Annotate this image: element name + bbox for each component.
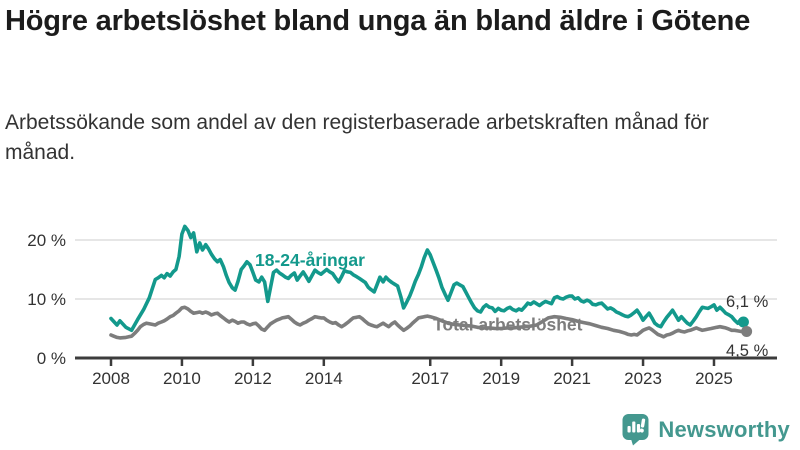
y-tick-label: 0 % [37,349,66,368]
x-tick-label: 2025 [695,369,733,388]
logo-text: Newsworthy [658,416,790,442]
series-label-total: Total arbetslöshet [433,315,583,335]
end-value-label-total: 4,5 % [726,342,769,360]
x-tick-label: 2017 [411,369,449,388]
x-tick-label: 2014 [305,369,343,388]
x-tick-label: 2021 [553,369,591,388]
end-value-label-youth: 6,1 % [726,293,769,311]
page-subtitle: Arbetssökande som andel av den registerb… [5,111,709,164]
x-tick-label: 2008 [92,369,130,388]
y-tick-label: 20 % [27,231,66,250]
y-tick-label: 10 % [27,290,66,309]
series-label-youth: 18-24-åringar [255,250,365,270]
series-line-total [109,305,749,340]
series-end-dot-youth [737,316,749,328]
series-end-dot-total [741,325,753,337]
series-line-youth [109,224,746,333]
x-tick-label: 2019 [482,369,520,388]
newsworthy-logo: Newsworthy [621,413,790,446]
page-title: Högre arbetslöshet bland unga än bland ä… [5,5,751,37]
x-tick-label: 2010 [163,369,201,388]
newsworthy-bubble-chart-icon [622,414,649,446]
x-tick-label: 2023 [624,369,662,388]
x-tick-label: 2012 [234,369,272,388]
